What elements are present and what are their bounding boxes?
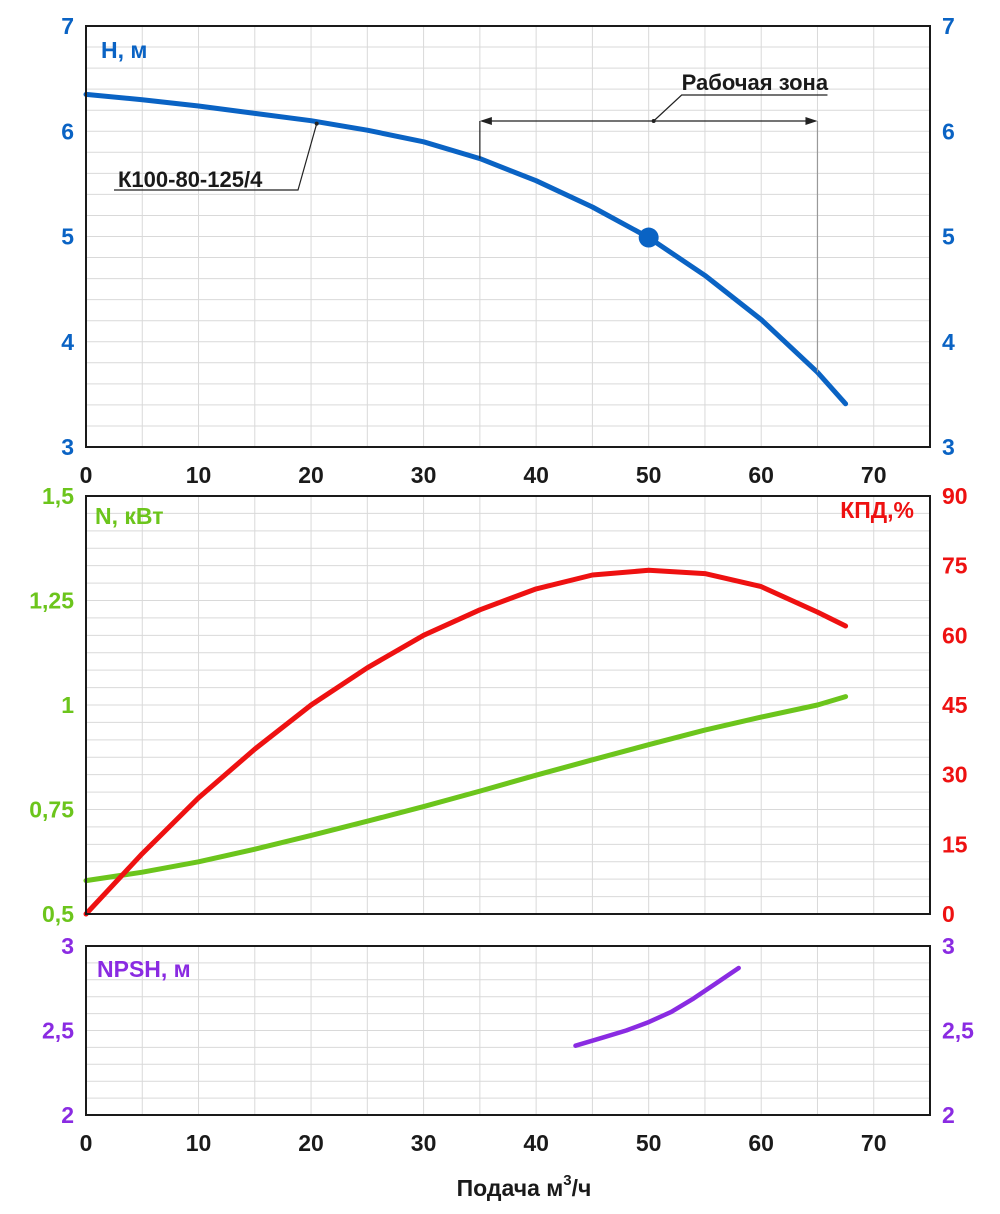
y-tick-label-right: 45 <box>942 692 968 718</box>
y-tick-label-right: 6 <box>942 118 955 144</box>
efficiency-axis-label: КПД,% <box>840 497 914 523</box>
power-axis-label: N, кВт <box>95 503 163 529</box>
y-tick-label-right: 30 <box>942 762 968 788</box>
y-tick-label-left: 5 <box>61 224 74 250</box>
y-tick-label-left: 2,5 <box>42 1018 74 1044</box>
y-tick-label-right: 4 <box>942 329 955 355</box>
head-axis-label: H, м <box>101 37 147 63</box>
y-tick-label-left: 6 <box>61 118 74 144</box>
x-axis-title-main: Подача м <box>457 1175 564 1201</box>
y-tick-label-right: 0 <box>942 901 955 927</box>
efficiency-curve <box>83 567 849 917</box>
x-axis-title: Подача м3/ч <box>457 1172 592 1201</box>
y-tick-label-left: 1,5 <box>42 483 74 509</box>
y-tick-label-left: 1,25 <box>29 588 74 614</box>
x-tick-label: 50 <box>636 1130 662 1156</box>
y-tick-label-right: 75 <box>942 553 968 579</box>
y-tick-label-left: 1 <box>61 692 74 718</box>
y-tick-label-left: 4 <box>61 329 74 355</box>
y-tick-label-right: 2 <box>942 1102 955 1128</box>
power-curve <box>83 694 849 884</box>
x-tick-label: 70 <box>861 462 887 488</box>
model-label-leader-line <box>114 123 318 191</box>
y-tick-label-left: 0,75 <box>29 797 74 823</box>
x-tick-label: 40 <box>523 1130 549 1156</box>
x-tick-label: 20 <box>298 1130 324 1156</box>
x-tick-label: 0 <box>80 1130 93 1156</box>
npsh-axis-label: NPSH, м <box>97 956 191 982</box>
text-layer: 0 10 20 30 40 50 60 700 10 20 30 40 50 60 703 34 45 56 67 7… <box>29 13 974 1201</box>
x-tick-label: 50 <box>636 462 662 488</box>
y-tick-label-left: 7 <box>61 13 74 39</box>
x-tick-label: 10 <box>186 1130 212 1156</box>
panel-frame-2 <box>85 495 931 915</box>
y-tick-label-right: 5 <box>942 224 955 250</box>
head-curve <box>83 91 849 407</box>
panel-frame-1 <box>85 25 931 448</box>
y-tick-label-right: 2,5 <box>942 1018 974 1044</box>
y-tick-label-left: 2 <box>61 1102 74 1128</box>
x-tick-label: 60 <box>748 1130 774 1156</box>
y-tick-label-right: 90 <box>942 483 968 509</box>
x-tick-label: 30 <box>411 1130 437 1156</box>
x-tick-label: 0 <box>80 462 93 488</box>
x-tick-label: 40 <box>523 462 549 488</box>
y-tick-label-left: 3 <box>61 434 74 460</box>
working-zone-left-arrow <box>479 117 492 125</box>
y-tick-label-left: 0,5 <box>42 901 74 927</box>
working-zone-right-arrow <box>805 117 818 125</box>
y-tick-label-right: 3 <box>942 933 955 959</box>
model-name-label: К100-80-125/4 <box>118 167 263 192</box>
y-tick-label-right: 7 <box>942 13 955 39</box>
panel-frame-3 <box>85 945 931 1116</box>
frame-layer <box>85 25 931 1116</box>
y-tick-label-right: 60 <box>942 622 968 648</box>
y-tick-label-right: 15 <box>942 831 968 857</box>
x-tick-label: 60 <box>748 462 774 488</box>
npsh-curve <box>573 965 741 1048</box>
operating-point-marker <box>638 227 659 248</box>
x-axis-title-unit: /ч <box>572 1175 592 1201</box>
x-axis-title-superscript: 3 <box>563 1172 571 1189</box>
x-tick-label: 70 <box>861 1130 887 1156</box>
x-tick-label: 20 <box>298 462 324 488</box>
x-tick-label: 30 <box>411 462 437 488</box>
x-tick-label: 10 <box>186 462 212 488</box>
working-zone-label: Рабочая зона <box>682 70 829 95</box>
curve-layer <box>83 91 849 1048</box>
y-tick-label-right: 3 <box>942 434 955 460</box>
y-tick-label-left: 3 <box>61 933 74 959</box>
working-zone-leader-line <box>653 94 828 122</box>
